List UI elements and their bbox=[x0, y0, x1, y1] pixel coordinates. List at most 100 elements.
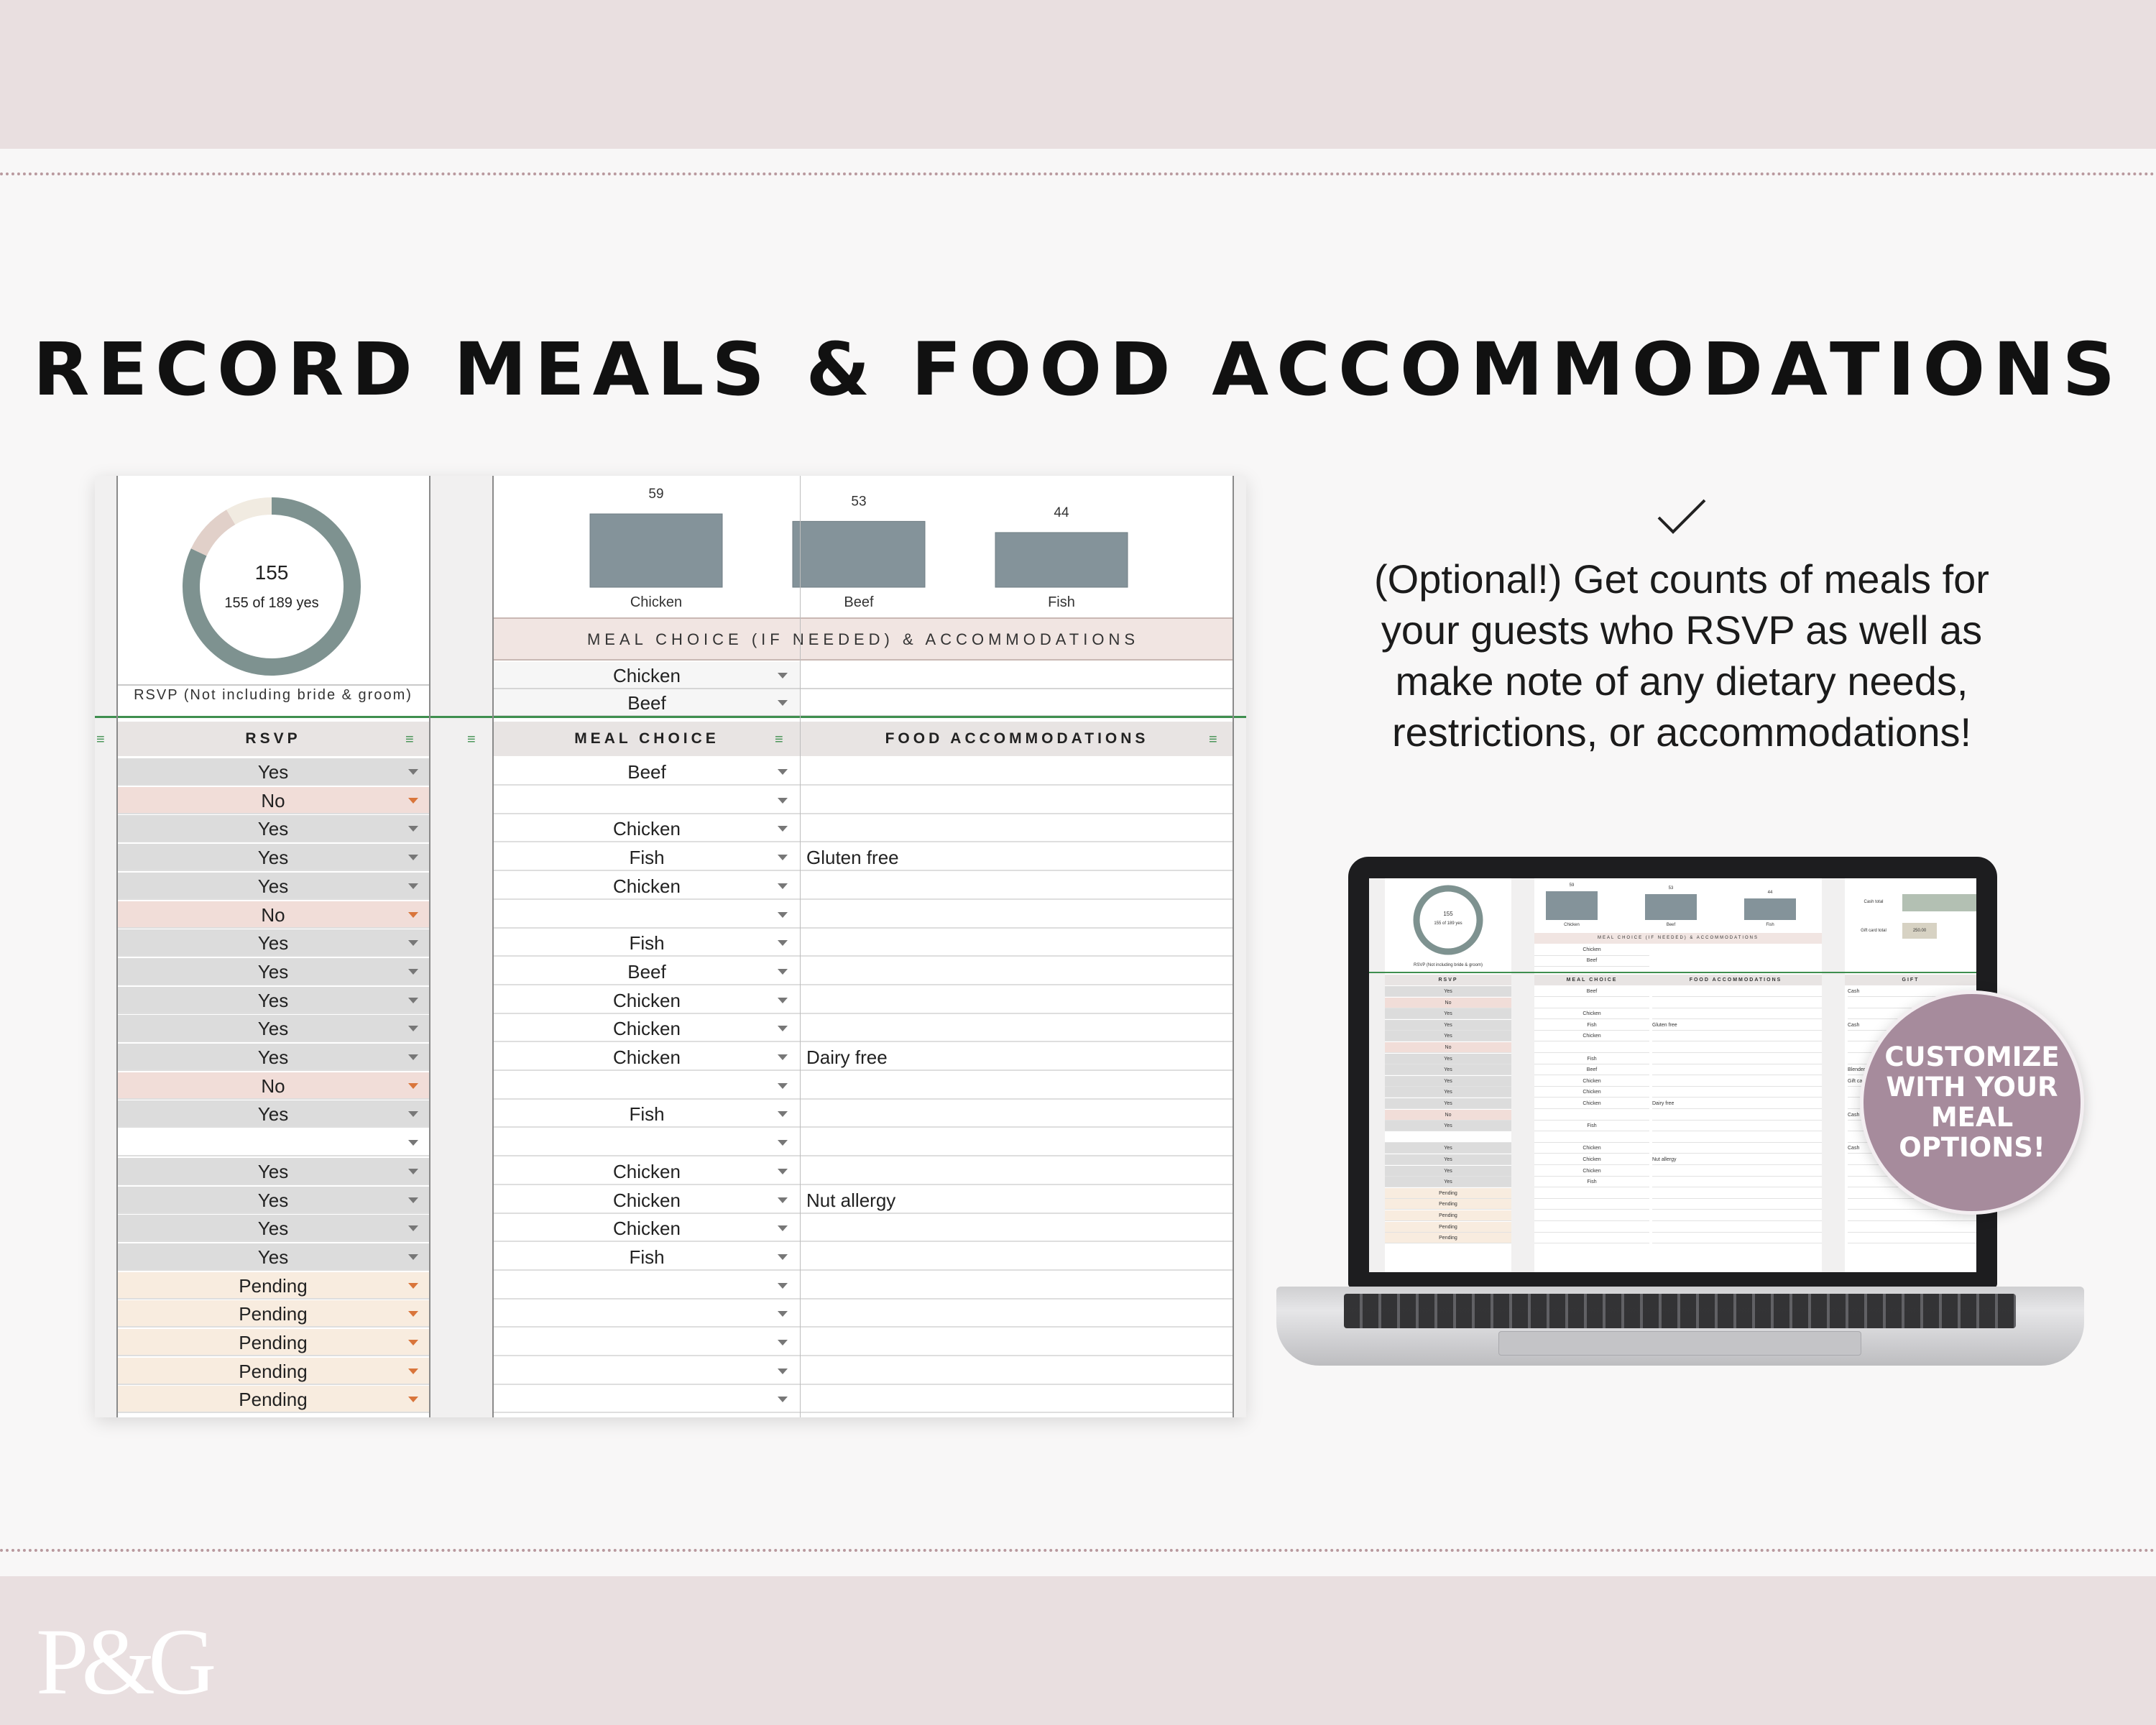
chevron-down-icon[interactable] bbox=[408, 855, 418, 861]
meal-choice-cell[interactable] bbox=[493, 1072, 801, 1100]
food-accommodation-cell[interactable] bbox=[801, 1100, 1233, 1128]
chevron-down-icon[interactable] bbox=[408, 1368, 418, 1374]
chevron-down-icon[interactable] bbox=[778, 940, 788, 947]
food-accommodation-cell[interactable] bbox=[801, 1158, 1233, 1185]
chevron-down-icon[interactable] bbox=[408, 997, 418, 1003]
rsvp-cell[interactable]: No bbox=[116, 786, 430, 814]
rsvp-cell[interactable]: Yes bbox=[116, 957, 430, 985]
rsvp-cell[interactable]: Yes bbox=[116, 1100, 430, 1128]
meal-choice-cell[interactable]: Fish bbox=[493, 1243, 801, 1271]
chevron-down-icon[interactable] bbox=[408, 1111, 418, 1118]
chevron-down-icon[interactable] bbox=[408, 1026, 418, 1032]
food-accommodation-cell[interactable] bbox=[801, 1215, 1233, 1243]
rsvp-cell[interactable]: No bbox=[116, 901, 430, 929]
meal-choice-cell[interactable] bbox=[493, 1358, 801, 1385]
chevron-down-icon[interactable] bbox=[408, 1197, 418, 1203]
filter-icon[interactable]: ≡ bbox=[467, 732, 476, 748]
rsvp-cell[interactable] bbox=[116, 1129, 430, 1157]
rsvp-cell[interactable]: Yes bbox=[116, 929, 430, 957]
chevron-down-icon[interactable] bbox=[778, 1282, 788, 1289]
chevron-down-icon[interactable] bbox=[778, 1225, 788, 1232]
rsvp-cell[interactable]: Pending bbox=[116, 1357, 430, 1385]
chevron-down-icon[interactable] bbox=[778, 769, 788, 775]
chevron-down-icon[interactable] bbox=[408, 1225, 418, 1232]
meal-choice-cell[interactable] bbox=[493, 901, 801, 929]
food-accommodation-cell[interactable]: Nut allergy bbox=[801, 1187, 1233, 1214]
chevron-down-icon[interactable] bbox=[408, 797, 418, 804]
food-accommodation-cell[interactable] bbox=[801, 1358, 1233, 1385]
food-accommodation-cell[interactable] bbox=[801, 901, 1233, 929]
filter-icon[interactable]: ≡ bbox=[96, 732, 105, 748]
food-accommodation-cell[interactable]: Gluten free bbox=[801, 844, 1233, 872]
chevron-down-icon[interactable] bbox=[408, 1340, 418, 1346]
chevron-down-icon[interactable] bbox=[778, 673, 788, 678]
meal-choice-cell[interactable]: Chicken bbox=[493, 987, 801, 1014]
chevron-down-icon[interactable] bbox=[778, 1111, 788, 1118]
meal-choice-cell[interactable]: Chicken bbox=[493, 1187, 801, 1214]
chevron-down-icon[interactable] bbox=[778, 1054, 788, 1060]
chevron-down-icon[interactable] bbox=[778, 855, 788, 861]
meal-choice-cell[interactable]: Beef bbox=[493, 758, 801, 786]
rsvp-cell[interactable]: Yes bbox=[116, 1215, 430, 1243]
meal-choice-cell[interactable]: Chicken bbox=[493, 1015, 801, 1043]
chevron-down-icon[interactable] bbox=[408, 1282, 418, 1289]
meal-choice-cell[interactable] bbox=[493, 1272, 801, 1300]
rsvp-cell[interactable]: Yes bbox=[116, 1243, 430, 1271]
rsvp-cell[interactable]: Yes bbox=[116, 758, 430, 786]
chevron-down-icon[interactable] bbox=[778, 1340, 788, 1346]
food-accommodation-cell[interactable] bbox=[801, 987, 1233, 1014]
chevron-down-icon[interactable] bbox=[408, 968, 418, 975]
rsvp-cell[interactable]: Yes bbox=[116, 1186, 430, 1214]
food-filter-icon[interactable]: ≡ bbox=[1209, 732, 1217, 748]
chevron-down-icon[interactable] bbox=[408, 1054, 418, 1060]
food-accommodation-cell[interactable] bbox=[801, 929, 1233, 957]
chevron-down-icon[interactable] bbox=[408, 1397, 418, 1403]
chevron-down-icon[interactable] bbox=[408, 769, 418, 775]
chevron-down-icon[interactable] bbox=[408, 1168, 418, 1174]
chevron-down-icon[interactable] bbox=[778, 1311, 788, 1317]
chevron-down-icon[interactable] bbox=[778, 826, 788, 832]
rsvp-cell[interactable]: Pending bbox=[116, 1300, 430, 1328]
chevron-down-icon[interactable] bbox=[778, 1082, 788, 1089]
rsvp-cell[interactable]: No bbox=[116, 1072, 430, 1100]
food-accommodation-cell[interactable] bbox=[801, 958, 1233, 985]
meal-choice-cell[interactable]: Fish bbox=[493, 844, 801, 872]
rsvp-cell[interactable]: Yes bbox=[116, 986, 430, 1014]
food-accommodation-cell[interactable] bbox=[801, 815, 1233, 843]
meal-choice-cell[interactable]: Fish bbox=[493, 1100, 801, 1128]
rsvp-cell[interactable]: Yes bbox=[116, 815, 430, 843]
chevron-down-icon[interactable] bbox=[778, 700, 788, 706]
food-accommodation-cell[interactable] bbox=[801, 1243, 1233, 1271]
food-accommodation-cell[interactable] bbox=[801, 787, 1233, 814]
rsvp-cell[interactable]: Yes bbox=[116, 844, 430, 872]
chevron-down-icon[interactable] bbox=[778, 1254, 788, 1260]
chevron-down-icon[interactable] bbox=[778, 911, 788, 918]
chevron-down-icon[interactable] bbox=[778, 1140, 788, 1146]
chevron-down-icon[interactable] bbox=[778, 1168, 788, 1174]
meal-choice-cell[interactable]: Fish bbox=[493, 929, 801, 957]
chevron-down-icon[interactable] bbox=[778, 1368, 788, 1374]
option-note-cell[interactable] bbox=[801, 662, 1233, 689]
meal-choice-cell[interactable]: Chicken bbox=[493, 1044, 801, 1071]
chevron-down-icon[interactable] bbox=[778, 1026, 788, 1032]
food-accommodation-cell[interactable] bbox=[801, 1386, 1233, 1414]
rsvp-filter-icon[interactable]: ≡ bbox=[405, 732, 414, 748]
meal-option-cell[interactable]: Beef bbox=[493, 689, 801, 717]
rsvp-cell[interactable]: Yes bbox=[116, 1015, 430, 1043]
chevron-down-icon[interactable] bbox=[778, 797, 788, 804]
rsvp-cell[interactable]: Yes bbox=[116, 1044, 430, 1071]
meal-choice-cell[interactable] bbox=[493, 1329, 801, 1356]
food-accommodation-cell[interactable] bbox=[801, 1272, 1233, 1300]
chevron-down-icon[interactable] bbox=[408, 883, 418, 889]
rsvp-cell[interactable]: Pending bbox=[116, 1386, 430, 1414]
meal-choice-cell[interactable] bbox=[493, 1129, 801, 1157]
rsvp-cell[interactable]: Yes bbox=[116, 872, 430, 900]
option-note-cell[interactable] bbox=[801, 689, 1233, 717]
chevron-down-icon[interactable] bbox=[778, 1197, 788, 1203]
meal-choice-cell[interactable] bbox=[493, 787, 801, 814]
meal-choice-cell[interactable]: Chicken bbox=[493, 1215, 801, 1243]
meal-option-cell[interactable]: Chicken bbox=[493, 662, 801, 689]
meal-choice-cell[interactable]: Chicken bbox=[493, 815, 801, 843]
food-accommodation-cell[interactable] bbox=[801, 1329, 1233, 1356]
meal-choice-cell[interactable]: Beef bbox=[493, 958, 801, 985]
